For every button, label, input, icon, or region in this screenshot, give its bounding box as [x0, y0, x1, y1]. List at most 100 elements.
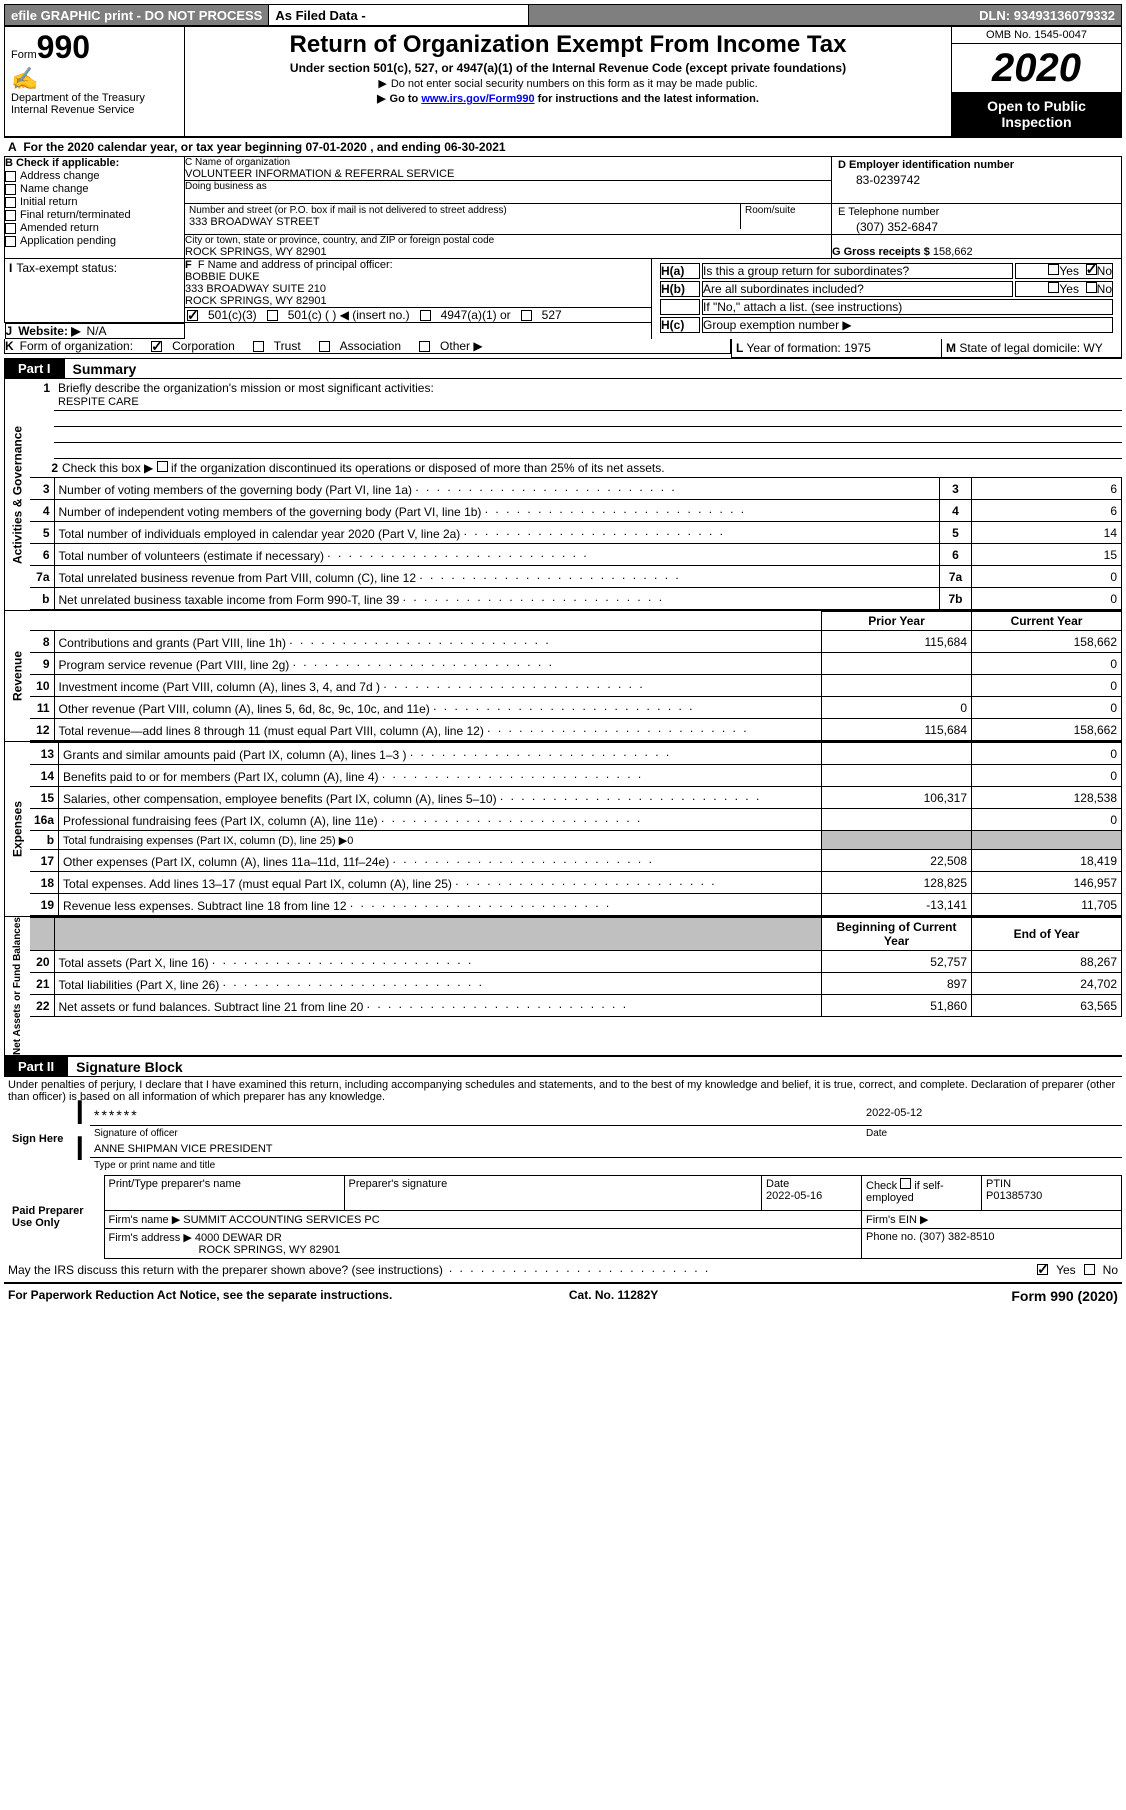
- ck-may-irs-no[interactable]: [1084, 1264, 1095, 1275]
- line-desc: Salaries, other compensation, employee b…: [59, 787, 822, 809]
- line-desc: Investment income (Part VIII, column (A)…: [54, 675, 822, 697]
- section-h: H(a) Is this a group return for subordin…: [652, 259, 1122, 339]
- firm-name: SUMMIT ACCOUNTING SERVICES PC: [183, 1214, 379, 1226]
- line-num: 19: [30, 894, 59, 916]
- line-num: 6: [30, 544, 54, 566]
- col-hdr-current: End of Year: [972, 918, 1122, 951]
- line-num: 10: [30, 675, 54, 697]
- ck-amended[interactable]: [5, 223, 16, 234]
- line-num: 12: [30, 719, 54, 741]
- ck-trust[interactable]: [253, 341, 264, 352]
- ck-address-change[interactable]: [5, 171, 16, 182]
- ck-name-change[interactable]: [5, 184, 16, 195]
- col-hdr-current: Current Year: [972, 612, 1122, 631]
- ck-hb-yes[interactable]: [1048, 282, 1059, 293]
- line-num: 15: [30, 787, 59, 809]
- ck-ha-yes[interactable]: [1048, 264, 1059, 275]
- prep-sig-label: Preparer's signature: [349, 1178, 758, 1190]
- ck-discontinued[interactable]: [157, 461, 168, 472]
- subtitle: Under section 501(c), 527, or 4947(a)(1)…: [185, 61, 951, 75]
- line-num: 3: [30, 478, 54, 500]
- line-num: b: [30, 588, 54, 610]
- line-desc: Revenue less expenses. Subtract line 18 …: [59, 894, 822, 916]
- ck-may-irs-yes[interactable]: [1037, 1264, 1048, 1275]
- form-footer: Form 990 (2020): [1011, 1288, 1118, 1304]
- line-current: 88,267: [972, 951, 1122, 973]
- line-prior: 22,508: [822, 850, 972, 872]
- ck-501c[interactable]: [267, 310, 278, 321]
- ck-final-return[interactable]: [5, 210, 16, 221]
- line-current: 158,662: [972, 719, 1122, 741]
- line-current: 24,702: [972, 973, 1122, 995]
- section-g: G Gross receipts $ 158,662: [832, 235, 1122, 259]
- line-desc: Other expenses (Part IX, column (A), lin…: [59, 850, 822, 872]
- line-ref: 5: [940, 522, 972, 544]
- section-e: E Telephone number (307) 352-6847: [832, 204, 1122, 235]
- ck-corp[interactable]: [151, 341, 162, 352]
- prep-date: 2022-05-16: [766, 1190, 857, 1202]
- note-goto: Go to www.irs.gov/Form990 for instructio…: [185, 92, 951, 105]
- revenue-lines: Prior Year Current Year8 Contributions a…: [30, 611, 1122, 741]
- sec-b-title: B Check if applicable:: [5, 157, 184, 169]
- state-domicile: WY: [1083, 341, 1102, 355]
- line-current: 0: [972, 675, 1122, 697]
- section-c-name: C Name of organization VOLUNTEER INFORMA…: [185, 157, 832, 181]
- part-1-tab: Part I: [4, 359, 65, 378]
- klm-table: K Form of organization: Corporation Trus…: [4, 339, 1122, 358]
- firm-phone: (307) 382-8510: [919, 1231, 994, 1243]
- ck-other[interactable]: [419, 341, 430, 352]
- ck-527[interactable]: [521, 310, 532, 321]
- line-prior: 897: [822, 973, 972, 995]
- paperwork-notice: For Paperwork Reduction Act Notice, see …: [8, 1288, 392, 1304]
- irs-link[interactable]: www.irs.gov/Form990: [421, 93, 534, 105]
- perjury-text: Under penalties of perjury, I declare th…: [4, 1077, 1122, 1105]
- ck-self-emp[interactable]: [900, 1178, 911, 1189]
- ck-501c3[interactable]: [187, 310, 198, 321]
- header-table: Form990 ✍ Department of the Treasury Int…: [4, 26, 1122, 137]
- section-k: K Form of organization: Corporation Trus…: [4, 339, 731, 354]
- line-prior: 128,825: [822, 872, 972, 894]
- line-current: 0: [972, 743, 1122, 765]
- line-desc: Number of voting members of the governin…: [54, 478, 940, 500]
- line-prior: [822, 653, 972, 675]
- ck-assoc[interactable]: [319, 341, 330, 352]
- expenses-side-label: Expenses: [4, 742, 30, 916]
- line-num: 4: [30, 500, 54, 522]
- section-m: M State of legal domicile: WY: [942, 339, 1122, 358]
- line-ref: 7a: [940, 566, 972, 588]
- activities-lines: 3 Number of voting members of the govern…: [30, 477, 1122, 610]
- line-2-text: Check this box ▶ if the organization dis…: [58, 461, 1118, 475]
- website: N/A: [87, 324, 107, 338]
- line-current: 11,705: [972, 894, 1122, 916]
- year-formation: 1975: [844, 341, 871, 355]
- line-ref: 7b: [940, 588, 972, 610]
- gross-receipts: 158,662: [933, 246, 973, 258]
- ck-ha-no[interactable]: [1086, 264, 1097, 275]
- line-num: 22: [30, 995, 54, 1017]
- efile-text: efile GRAPHIC print - DO NOT PROCESS: [5, 5, 269, 25]
- officer-sig-label: Signature of officer: [90, 1126, 862, 1142]
- ck-app-pending[interactable]: [5, 236, 16, 247]
- cat-no: Cat. No. 11282Y: [569, 1288, 658, 1304]
- line-1-num: 1: [30, 379, 54, 459]
- ck-4947[interactable]: [420, 310, 431, 321]
- officer-sig-date: 2022-05-12: [862, 1105, 1122, 1126]
- dln-label: DLN:: [979, 8, 1010, 23]
- netassets-side-label: Net Assets or Fund Balances: [4, 917, 30, 1055]
- ck-initial-return[interactable]: [5, 197, 16, 208]
- ck-hb-no[interactable]: [1086, 282, 1097, 293]
- line-ref: 6: [940, 544, 972, 566]
- paid-preparer-label: Paid Preparer Use Only: [4, 1176, 104, 1259]
- as-filed: As Filed Data -: [269, 5, 529, 25]
- tax-year: 2020: [952, 44, 1121, 92]
- line-num: 9: [30, 653, 54, 675]
- line-prior: 115,684: [822, 719, 972, 741]
- line-num: 20: [30, 951, 54, 973]
- mission: RESPITE CARE: [54, 395, 1122, 411]
- section-i-label: I Tax-exempt status:: [9, 261, 117, 275]
- line-prior: 106,317: [822, 787, 972, 809]
- section-c-street: Number and street (or P.O. box if mail i…: [185, 204, 832, 235]
- line-num: 18: [30, 872, 59, 894]
- line-num: 11: [30, 697, 54, 719]
- line-prior: 0: [822, 697, 972, 719]
